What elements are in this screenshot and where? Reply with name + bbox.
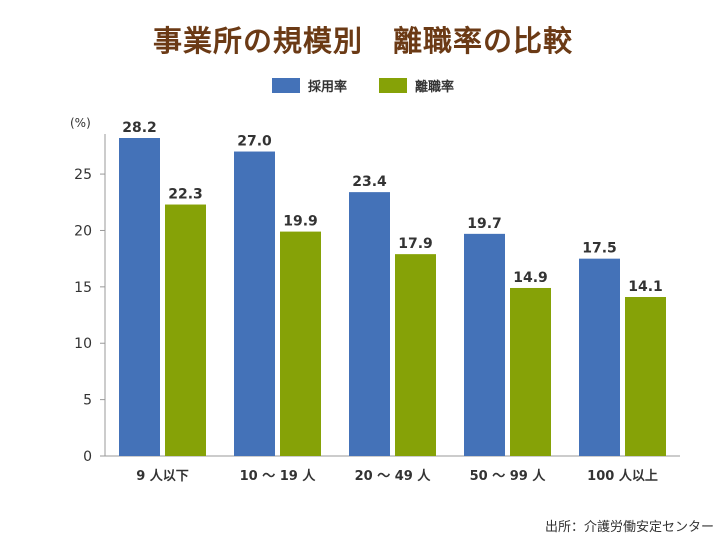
bar-turnover-rate	[395, 254, 436, 456]
legend-swatch-hiring-rate	[271, 78, 300, 93]
x-tick-label: 10 ～ 19 人	[240, 468, 317, 484]
y-axis-unit: (%)	[70, 116, 91, 130]
legend-item-turnover-rate: 離職率	[379, 76, 454, 95]
bar-hiring-rate	[464, 233, 505, 456]
y-tick-label: 5	[83, 393, 92, 409]
x-tick-label: 100 人以上	[587, 468, 658, 484]
chart-title: 事業所の規模別 離職率の比較	[152, 24, 573, 58]
bar-turnover-rate	[510, 287, 551, 456]
legend-item-hiring-rate: 採用率	[271, 76, 347, 95]
data-label: 14.9	[513, 270, 548, 286]
bar-hiring-rate	[234, 151, 275, 456]
x-tick-label: 20 ～ 49 人	[355, 468, 432, 484]
legend-swatch-turnover-rate	[379, 78, 407, 93]
y-tick-label: 20	[74, 223, 92, 239]
data-label: 22.3	[168, 187, 203, 203]
bar-turnover-rate	[625, 297, 666, 456]
x-tick-label: 50 ～ 99 人	[470, 468, 547, 484]
bar-hiring-rate	[349, 192, 390, 456]
legend-label-turnover-rate: 離職率	[415, 80, 455, 95]
y-tick-label: 10	[74, 336, 92, 352]
data-label: 27.0	[237, 134, 272, 150]
data-label: 28.2	[122, 120, 157, 136]
y-tick-label: 0	[83, 449, 92, 465]
bar-hiring-rate	[119, 138, 160, 456]
data-label: 17.5	[582, 241, 617, 257]
legend-label-hiring-rate: 採用率	[307, 80, 347, 95]
bar-hiring-rate	[579, 258, 620, 456]
data-label: 19.7	[467, 216, 502, 232]
x-tick-label: 9 人以下	[136, 468, 189, 484]
bar-turnover-rate	[280, 231, 321, 456]
data-label: 17.9	[398, 236, 433, 252]
y-tick-label: 15	[74, 280, 92, 296]
data-label: 14.1	[628, 279, 663, 295]
data-label: 19.9	[283, 214, 318, 230]
source-note: 出所：介護労働安定センター	[544, 520, 714, 535]
bar-turnover-rate	[165, 204, 206, 456]
chart-legend: 採用率 離職率	[0, 76, 726, 95]
data-label: 23.4	[352, 174, 387, 190]
y-tick-label: 25	[74, 167, 92, 183]
